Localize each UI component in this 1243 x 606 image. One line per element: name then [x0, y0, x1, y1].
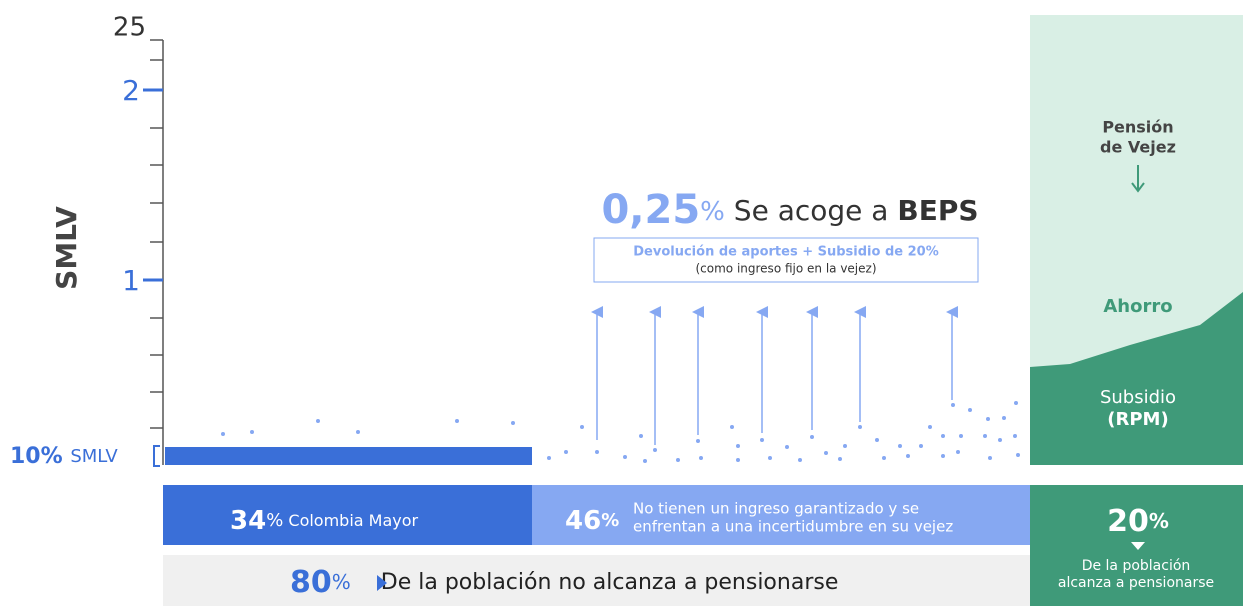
marker	[377, 575, 387, 591]
rpm-label: (RPM)	[1107, 409, 1168, 430]
beps-box	[593, 237, 979, 283]
dot	[730, 425, 734, 429]
bar-text: enfrentan a una incertidumbre en su veje…	[633, 518, 953, 536]
arrows	[591, 306, 958, 445]
down-arrow	[1131, 165, 1145, 193]
tick-label: 2	[122, 74, 140, 107]
axis	[150, 40, 164, 465]
dot	[951, 403, 955, 407]
base-label: 10% SMLV	[10, 444, 118, 469]
dot	[653, 448, 657, 452]
dot	[898, 444, 902, 448]
tick-label: 1	[122, 264, 140, 297]
dot	[785, 445, 789, 449]
dot	[998, 438, 1002, 442]
marker	[1131, 542, 1145, 550]
dot	[250, 430, 254, 434]
dot	[906, 454, 910, 458]
dot	[760, 438, 764, 442]
bar-colombia-mayor	[163, 485, 532, 545]
dots	[221, 401, 1020, 463]
dot	[875, 438, 879, 442]
bracket	[153, 445, 160, 467]
dot	[882, 456, 886, 460]
dot	[768, 456, 772, 460]
dot	[1013, 434, 1017, 438]
dot	[623, 455, 627, 459]
dot	[511, 421, 515, 425]
dot	[1002, 416, 1006, 420]
bar-incertidumbre	[532, 485, 1030, 545]
dot	[858, 425, 862, 429]
dot	[959, 434, 963, 438]
bar-number: 46%	[565, 506, 619, 536]
dot	[696, 439, 700, 443]
dot	[941, 454, 945, 458]
dot	[676, 458, 680, 462]
panel-title: de Vejez	[1100, 138, 1176, 157]
dot	[455, 419, 459, 423]
subsidio-label: Subsidio	[1100, 387, 1176, 408]
bar-text: De la población	[1082, 558, 1191, 574]
beps-title: 0,25% Se acoge a BEPS	[601, 187, 978, 233]
dot	[356, 430, 360, 434]
dot	[736, 444, 740, 448]
ahorro-label: Ahorro	[1103, 296, 1172, 317]
dot	[968, 408, 972, 412]
bar-text: No tienen un ingreso garantizado y se	[633, 500, 919, 518]
dot	[983, 434, 987, 438]
subsidio-area	[1030, 292, 1243, 465]
dot	[956, 450, 960, 454]
dot	[988, 456, 992, 460]
dot	[547, 456, 551, 460]
dot	[824, 451, 828, 455]
dot	[941, 434, 945, 438]
dot	[1014, 401, 1018, 405]
dot	[810, 435, 814, 439]
beps-box-line: (como ingreso fijo en la vejez)	[695, 262, 876, 276]
tick-label: 25	[113, 13, 146, 43]
dot	[699, 456, 703, 460]
dot	[919, 444, 923, 448]
axis-label: SMLV	[50, 206, 83, 290]
footer-text: 80% De la población no alcanza a pensiona…	[290, 565, 838, 600]
beps-box-line: Devolución de aportes + Subsidio de 20%	[633, 245, 938, 260]
dot	[1016, 453, 1020, 457]
dot	[221, 432, 225, 436]
bar-text: 34% Colombia Mayor	[230, 506, 419, 536]
dot	[928, 425, 932, 429]
dot	[639, 434, 643, 438]
dot	[838, 457, 842, 461]
dot	[736, 458, 740, 462]
dot	[580, 425, 584, 429]
footer-bg	[163, 555, 1030, 606]
base-bar	[165, 447, 532, 465]
dot	[986, 417, 990, 421]
dot	[595, 450, 599, 454]
panel-title: Pensión	[1102, 118, 1173, 137]
dot	[798, 458, 802, 462]
dot	[843, 444, 847, 448]
dot	[316, 419, 320, 423]
bar-number: 20%	[1107, 504, 1169, 539]
dot	[643, 459, 647, 463]
dot	[564, 450, 568, 454]
bar-text: alcanza a pensionarse	[1058, 575, 1214, 591]
